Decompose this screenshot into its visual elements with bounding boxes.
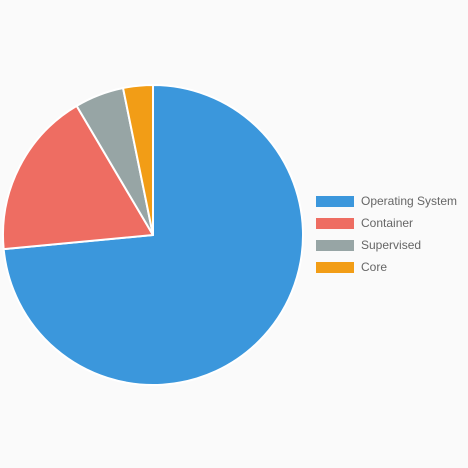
pie-slices bbox=[2, 84, 304, 386]
legend-swatch bbox=[316, 261, 354, 273]
legend-item-container[interactable]: Container bbox=[316, 212, 464, 234]
legend-label: Operating System bbox=[361, 194, 458, 208]
pie-slice-core[interactable] bbox=[122, 84, 154, 236]
legend-swatch bbox=[316, 195, 354, 207]
legend-item-operating-system[interactable]: Operating System bbox=[316, 190, 464, 212]
pie-slice-container[interactable] bbox=[2, 104, 154, 251]
legend-swatch bbox=[316, 217, 354, 229]
legend-swatch bbox=[316, 239, 354, 251]
legend-item-core[interactable]: Core bbox=[316, 256, 464, 278]
legend-item-supervised[interactable]: Supervised bbox=[316, 234, 464, 256]
legend-label: Container bbox=[361, 216, 414, 230]
legend-label: Core bbox=[361, 260, 388, 274]
chart-legend: Operating System Container Supervised Core bbox=[316, 190, 464, 278]
legend-label: Supervised bbox=[361, 238, 422, 252]
